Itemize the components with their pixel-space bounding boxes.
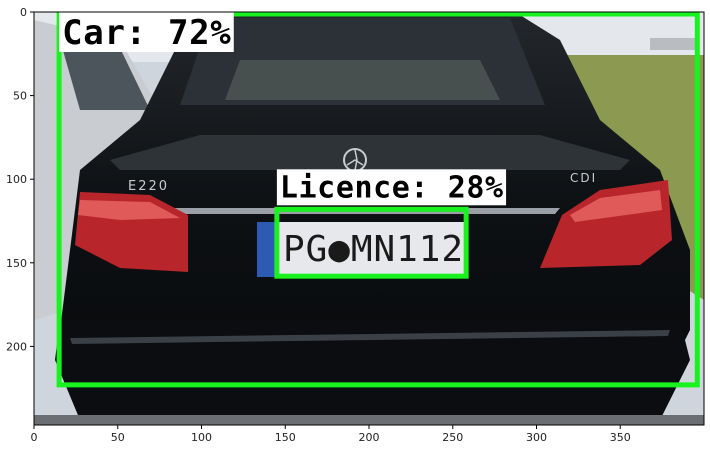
detection-label: Car: 72% bbox=[62, 13, 231, 53]
x-axis: 0 50 100 150 200 250 300 350 bbox=[31, 425, 631, 444]
x-tick-label: 0 bbox=[31, 431, 38, 444]
y-tick-label: 0 bbox=[20, 6, 27, 19]
x-tick-label: 300 bbox=[526, 431, 547, 444]
plate-text: PG●MN112 bbox=[283, 229, 463, 270]
x-tick-label: 200 bbox=[359, 431, 380, 444]
y-tick-label: 200 bbox=[6, 340, 27, 353]
y-axis: 0 50 100 150 200 bbox=[6, 6, 34, 353]
y-tick-label: 100 bbox=[6, 173, 27, 186]
y-tick-label: 150 bbox=[6, 257, 27, 270]
x-tick-label: 50 bbox=[111, 431, 125, 444]
detection-label: Licence: 28% bbox=[280, 170, 503, 205]
detection-box bbox=[56, 11, 700, 388]
detection-label-bg bbox=[59, 12, 234, 52]
x-tick-label: 100 bbox=[191, 431, 212, 444]
x-tick-label: 350 bbox=[610, 431, 631, 444]
detection-label-bg bbox=[276, 169, 507, 206]
model-badge-left: E220 bbox=[128, 179, 169, 194]
x-tick-label: 150 bbox=[275, 431, 296, 444]
model-badge-right: CDI bbox=[570, 171, 597, 185]
detection-box bbox=[274, 206, 469, 279]
photo: E220 CDI PG●MN112 bbox=[34, 12, 704, 425]
x-tick-label: 250 bbox=[442, 431, 463, 444]
detection-overlays: Car: 72% Licence: 28% bbox=[56, 11, 700, 388]
y-tick-label: 50 bbox=[13, 90, 27, 103]
